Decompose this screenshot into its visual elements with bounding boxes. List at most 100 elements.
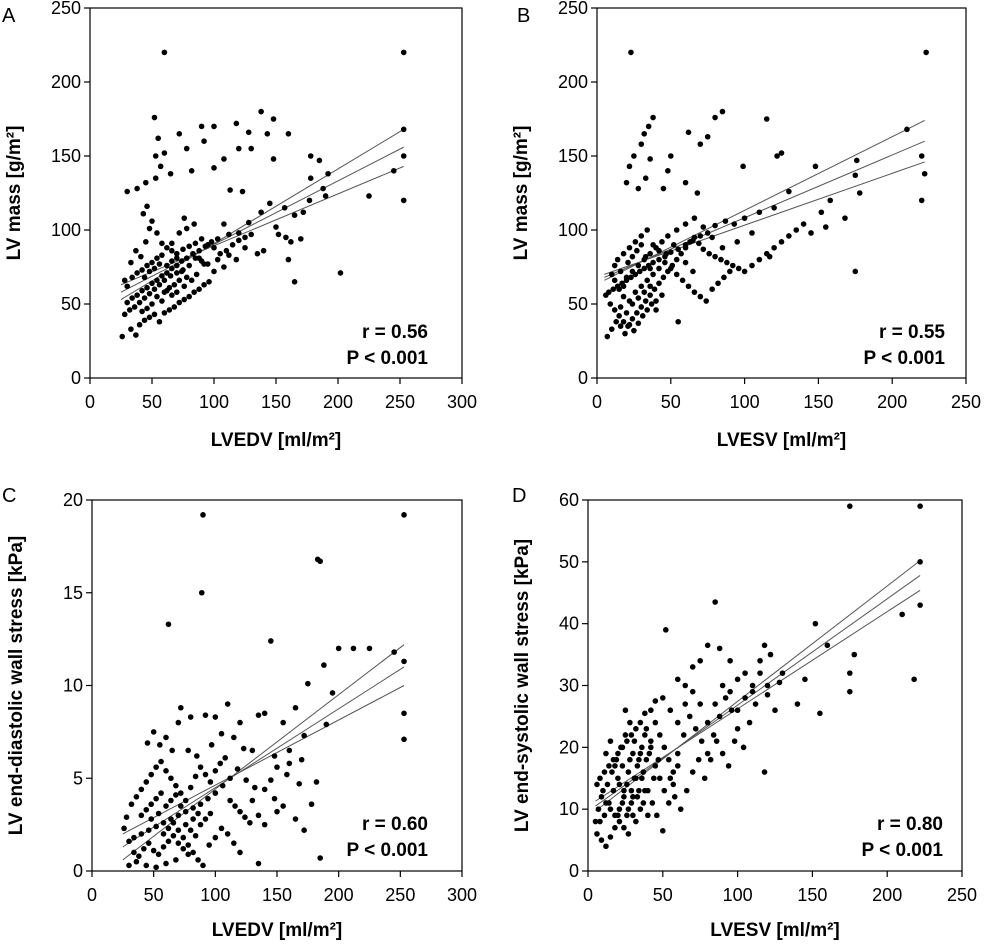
data-point (136, 299, 143, 306)
x-tick-label: 200 (877, 392, 907, 412)
data-point (252, 784, 258, 791)
data-point (163, 734, 169, 741)
data-point (157, 163, 164, 170)
y-tick-label: 250 (51, 0, 81, 18)
data-point (662, 627, 669, 633)
data-point (617, 268, 624, 275)
data-point (133, 858, 140, 865)
data-point (201, 281, 207, 288)
data-point (160, 831, 167, 837)
data-point (607, 834, 614, 840)
data-point (163, 860, 169, 867)
data-point (176, 230, 183, 236)
data-point (121, 311, 128, 318)
data-point (707, 756, 714, 763)
y-tick-label: 30 (559, 676, 579, 696)
data-point (649, 800, 656, 806)
data-point (134, 185, 140, 192)
data-point (308, 801, 315, 808)
data-point (606, 763, 612, 769)
data-point (667, 707, 674, 714)
data-point (149, 280, 155, 287)
data-point (682, 179, 689, 186)
y-tick-label: 50 (568, 294, 588, 314)
data-point (667, 775, 674, 782)
data-point (211, 123, 217, 130)
data-point (186, 293, 192, 300)
data-point (144, 740, 151, 746)
data-point (182, 821, 189, 828)
data-point (601, 812, 608, 819)
data-point (233, 120, 240, 127)
x-tick-label: 50 (653, 885, 673, 905)
data-point (201, 138, 207, 144)
data-point (639, 744, 645, 751)
data-point (752, 701, 759, 707)
data-point (301, 732, 307, 739)
data-point (242, 814, 248, 821)
data-point (317, 855, 323, 861)
data-point (133, 247, 139, 254)
data-point (121, 825, 127, 832)
data-point (716, 645, 723, 652)
data-point (401, 710, 407, 717)
data-point (188, 277, 195, 284)
data-point (771, 205, 777, 211)
data-point (641, 265, 648, 272)
data-point (653, 307, 659, 313)
data-point (647, 292, 653, 298)
data-point (660, 274, 667, 281)
data-point (719, 750, 726, 757)
data-point (607, 806, 614, 812)
data-point (597, 775, 603, 782)
data-point (648, 744, 654, 751)
data-point (674, 763, 681, 769)
data-point (772, 707, 778, 714)
data-point (626, 321, 633, 328)
data-point (164, 287, 170, 294)
data-point (243, 777, 249, 783)
data-point (320, 185, 326, 192)
data-point (245, 129, 252, 136)
data-point (217, 250, 223, 257)
data-point (138, 831, 145, 837)
data-point (163, 768, 169, 774)
data-point (143, 239, 149, 245)
data-point (400, 153, 407, 159)
data-point (628, 787, 635, 794)
data-point (218, 730, 225, 737)
data-point (185, 842, 191, 848)
data-point (650, 271, 656, 278)
data-point (317, 558, 323, 565)
data-point (281, 205, 288, 211)
data-point (621, 824, 627, 831)
data-point (606, 800, 612, 806)
data-point (668, 265, 674, 272)
data-point (159, 252, 165, 258)
data-point (196, 247, 202, 254)
data-point (629, 316, 636, 322)
data-point (335, 645, 342, 652)
data-point (224, 831, 231, 837)
data-point (595, 806, 602, 812)
data-point (143, 179, 149, 186)
data-point (144, 305, 150, 312)
data-point (178, 704, 184, 711)
data-point (728, 707, 735, 714)
data-point (761, 642, 768, 649)
data-point (201, 261, 207, 267)
data-point (917, 503, 923, 509)
data-point (704, 133, 711, 140)
data-point (161, 150, 168, 156)
data-point (258, 108, 264, 115)
data-point (233, 256, 240, 263)
data-point (149, 218, 155, 224)
data-point (715, 280, 721, 287)
x-tick-label: 100 (730, 392, 760, 412)
data-point (146, 290, 153, 297)
data-point (612, 763, 618, 769)
data-point (154, 230, 160, 236)
data-point (757, 657, 763, 664)
data-point (749, 230, 755, 236)
